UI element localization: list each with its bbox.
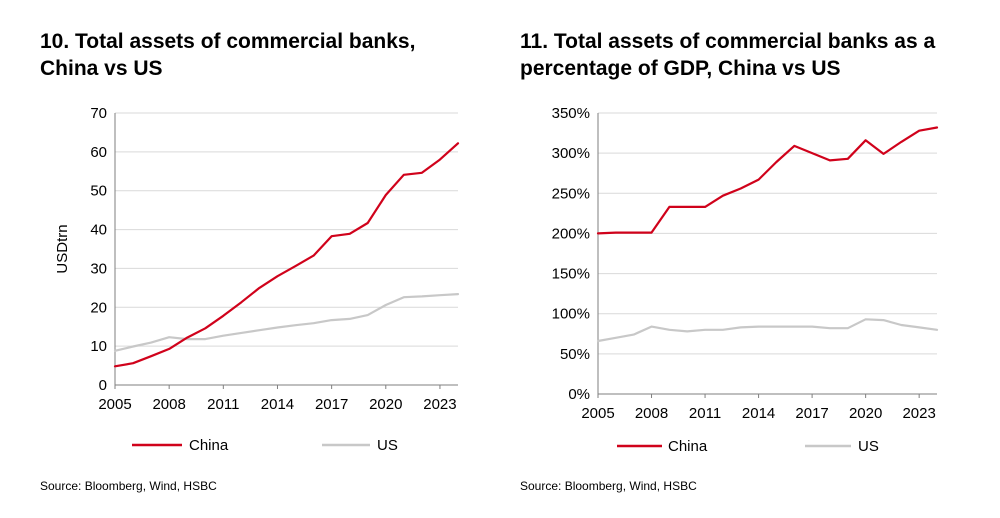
- series-line-us: [596, 318, 939, 343]
- legend-label-china: China: [668, 438, 708, 455]
- x-tick-label: 2014: [742, 405, 775, 422]
- y-tick-label: 40: [90, 222, 107, 239]
- y-tick-label: 100%: [552, 306, 590, 323]
- chart-title-line-1: 11. Total assets of commercial banks as …: [520, 30, 936, 53]
- legend-label-us: US: [377, 437, 398, 454]
- y-tick-label: 350%: [552, 105, 590, 122]
- x-tick-label: 2011: [207, 396, 239, 413]
- y-tick-label: 300%: [552, 145, 590, 162]
- y-tick-label: 50: [90, 183, 107, 200]
- series-line-china: [596, 126, 939, 235]
- chart-title-line-2: percentage of GDP, China vs US: [520, 57, 841, 80]
- x-tick-label: 2017: [795, 405, 828, 422]
- x-tick-label: 2014: [261, 396, 294, 413]
- x-tick-label: 2008: [152, 396, 185, 413]
- x-tick-label: 2011: [689, 405, 721, 422]
- series-line-us: [113, 293, 460, 352]
- x-tick-label: 2020: [849, 405, 882, 422]
- x-tick-label: 2005: [581, 405, 614, 422]
- chart-title: 11. Total assets of commercial banks as …: [520, 28, 960, 82]
- x-tick-label: 2005: [98, 396, 131, 413]
- source-note: Source: Bloomberg, Wind, HSBC: [40, 479, 217, 493]
- legend-label-china: China: [189, 437, 229, 454]
- chart-title: 10. Total assets of commercial banks, Ch…: [40, 28, 480, 82]
- x-tick-label: 2023: [902, 405, 935, 422]
- y-tick-label: 10: [90, 338, 107, 355]
- y-axis-title: USDtrn: [54, 224, 71, 273]
- chart-panel-right: 11. Total assets of commercial banks as …: [520, 0, 1000, 518]
- series-line-china: [113, 142, 460, 368]
- source-note: Source: Bloomberg, Wind, HSBC: [520, 479, 697, 493]
- x-tick-label: 2020: [369, 396, 402, 413]
- legend-label-us: US: [858, 438, 879, 455]
- x-tick-label: 2017: [315, 396, 348, 413]
- y-tick-label: 20: [90, 299, 107, 316]
- line-chart-total-assets: 0 10 20 30 40 50 60 70 2005 2008 2011 2014 2017 2020 2…: [54, 105, 460, 454]
- x-tick-label: 2023: [423, 396, 456, 413]
- x-tick-label: 2008: [635, 405, 668, 422]
- y-tick-label: 0%: [568, 386, 590, 403]
- y-tick-label: 30: [90, 260, 107, 277]
- y-tick-label: 70: [90, 105, 107, 122]
- y-tick-label: 150%: [552, 266, 590, 283]
- y-tick-label: 60: [90, 144, 107, 161]
- y-tick-label: 200%: [552, 225, 590, 242]
- y-tick-label: 0: [99, 377, 107, 394]
- y-tick-label: 50%: [560, 346, 590, 363]
- chart-title-line-1: 10. Total assets of commercial banks,: [40, 30, 416, 53]
- chart-title-line-2: China vs US: [40, 57, 163, 80]
- y-tick-label: 250%: [552, 185, 590, 202]
- chart-panel-left: 10. Total assets of commercial banks, Ch…: [0, 0, 480, 518]
